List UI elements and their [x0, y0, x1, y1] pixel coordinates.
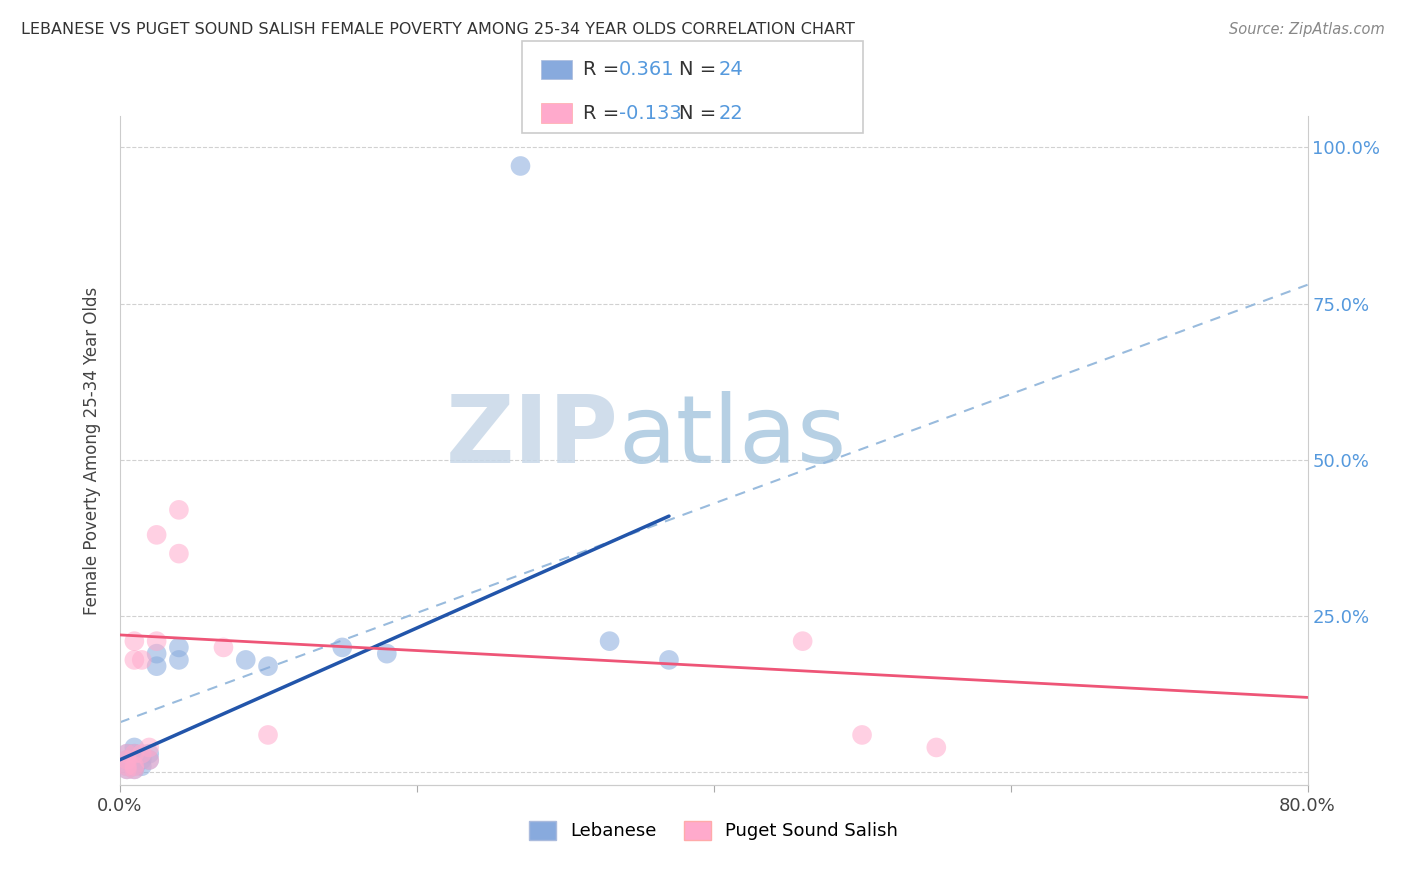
Point: [115, 753, 138, 767]
Point: [257, 728, 280, 742]
Legend: Lebanese, Puget Sound Salish: Lebanese, Puget Sound Salish: [520, 812, 907, 849]
Point: [599, 634, 621, 648]
Text: Source: ZipAtlas.com: Source: ZipAtlas.com: [1229, 22, 1385, 37]
Point: [131, 747, 153, 761]
Point: [124, 759, 146, 773]
Point: [124, 747, 146, 761]
Point: [115, 753, 138, 767]
Y-axis label: Female Poverty Among 25-34 Year Olds: Female Poverty Among 25-34 Year Olds: [83, 286, 101, 615]
Point: [145, 659, 167, 673]
Text: atlas: atlas: [619, 391, 846, 483]
Point: [145, 647, 167, 661]
Point: [145, 528, 167, 542]
Point: [167, 640, 190, 655]
Text: 0.361: 0.361: [619, 60, 675, 79]
Point: [124, 653, 146, 667]
Point: [509, 159, 531, 173]
Point: [851, 728, 873, 742]
Point: [375, 647, 398, 661]
Point: [167, 547, 190, 561]
Text: N =: N =: [679, 103, 723, 123]
Point: [115, 759, 138, 773]
Point: [167, 653, 190, 667]
Point: [131, 759, 153, 773]
Point: [330, 640, 353, 655]
Point: [167, 503, 190, 517]
Text: 24: 24: [718, 60, 744, 79]
Point: [115, 747, 138, 761]
Point: [145, 634, 167, 648]
Point: [124, 762, 146, 776]
Point: [138, 753, 160, 767]
Point: [212, 640, 235, 655]
Point: [115, 747, 138, 761]
Text: R =: R =: [583, 103, 626, 123]
Point: [792, 634, 814, 648]
Point: [138, 747, 160, 761]
Text: LEBANESE VS PUGET SOUND SALISH FEMALE POVERTY AMONG 25-34 YEAR OLDS CORRELATION : LEBANESE VS PUGET SOUND SALISH FEMALE PO…: [21, 22, 855, 37]
Point: [124, 753, 146, 767]
Text: R =: R =: [583, 60, 626, 79]
Point: [124, 762, 146, 776]
Point: [115, 762, 138, 776]
Point: [124, 747, 146, 761]
Point: [131, 653, 153, 667]
Point: [124, 634, 146, 648]
Point: [124, 740, 146, 755]
Text: -0.133: -0.133: [619, 103, 682, 123]
Point: [658, 653, 681, 667]
Point: [115, 762, 138, 776]
Point: [138, 753, 160, 767]
Point: [235, 653, 257, 667]
Text: ZIP: ZIP: [446, 391, 619, 483]
Text: N =: N =: [679, 60, 723, 79]
Point: [115, 759, 138, 773]
Text: 22: 22: [718, 103, 744, 123]
Point: [138, 740, 160, 755]
Point: [257, 659, 280, 673]
Point: [124, 759, 146, 773]
Point: [131, 753, 153, 767]
Point: [925, 740, 948, 755]
